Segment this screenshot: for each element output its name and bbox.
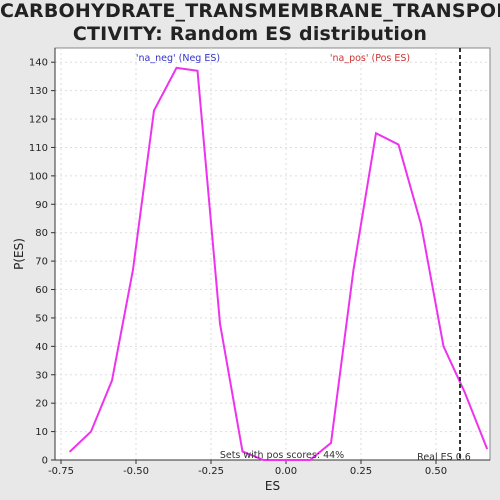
chart-title-line-2: CTIVITY: Random ES distribution [72, 23, 428, 45]
data-point [241, 450, 244, 453]
y-tick-label: 70 [35, 257, 48, 268]
x-axis-title: ES [265, 479, 280, 493]
y-tick-label: 80 [35, 228, 48, 239]
data-point [442, 345, 445, 348]
neg-es-label: 'na_neg' (Neg ES) [136, 53, 220, 64]
y-tick-label: 140 [29, 58, 48, 69]
plot-area [54, 47, 491, 461]
data-point [352, 268, 355, 271]
data-point [153, 109, 155, 112]
chart-title-line-1: CARBOHYDRATE_TRANSMEMBRANE_TRANSPORTER_A [0, 0, 500, 22]
data-point [196, 69, 199, 72]
data-point [175, 67, 178, 69]
data-point [375, 132, 377, 135]
y-tick-label: 40 [35, 342, 48, 353]
series-group [69, 66, 488, 461]
y-axis-title: P(ES) [12, 238, 26, 270]
y-tick-label: 100 [29, 171, 48, 182]
x-tick-label: -0.50 [123, 466, 149, 477]
x-tick-label: 0.25 [350, 466, 372, 477]
y-tick-label: 130 [29, 86, 48, 97]
x-tick-label: 0.00 [275, 466, 297, 477]
data-point [262, 459, 265, 461]
y-tick-label: 30 [35, 370, 48, 381]
data-point [219, 322, 221, 325]
real-es-label: Real ES 0.6 [417, 452, 471, 463]
y-tick-label: 50 [35, 313, 48, 324]
y-tick-label: 120 [29, 115, 48, 126]
y-tick-label: 20 [35, 399, 48, 410]
data-point [286, 459, 289, 461]
y-tick-label: 0 [42, 456, 48, 467]
x-tick-label: 0.50 [425, 466, 447, 477]
data-point [397, 143, 400, 146]
data-point [330, 442, 332, 444]
y-tick-label: 90 [35, 200, 48, 211]
y-tick-label: 110 [29, 143, 48, 154]
data-point [132, 268, 134, 271]
pos-es-label: 'na_pos' (Pos ES) [330, 53, 410, 64]
es-distribution-line [69, 66, 488, 461]
y-tick-label: 10 [35, 427, 48, 438]
data-point [463, 391, 466, 393]
chart-title: CARBOHYDRATE_TRANSMEMBRANE_TRANSPORTER_A… [0, 0, 500, 46]
data-point [69, 450, 71, 453]
data-point [486, 447, 488, 450]
data-point [90, 430, 92, 433]
x-tick-label: -0.25 [198, 466, 224, 477]
y-tick-label: 60 [35, 285, 48, 296]
data-point [309, 459, 311, 461]
pos-score-text: Sets with pos scores: 44% [220, 450, 344, 461]
data-point [420, 223, 422, 225]
data-point [111, 379, 113, 382]
x-tick-label: -0.75 [48, 466, 74, 477]
